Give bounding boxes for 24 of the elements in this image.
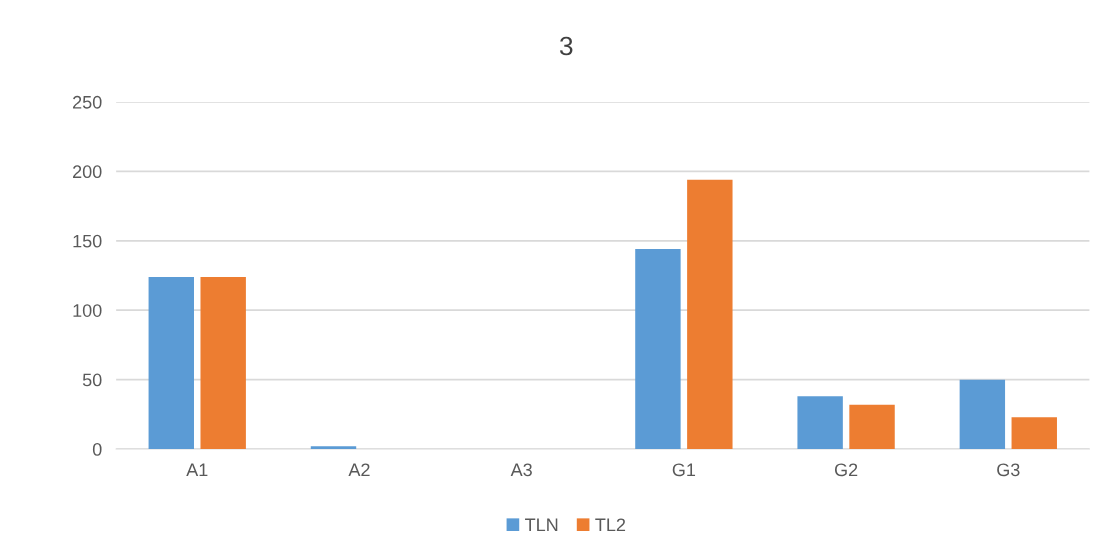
legend-label: TLN xyxy=(525,518,558,531)
bar xyxy=(849,404,895,450)
y-tick-label: 0 xyxy=(92,443,102,456)
bar xyxy=(148,276,194,450)
bar xyxy=(797,396,843,450)
bar xyxy=(310,446,357,450)
x-tick-label: A1 xyxy=(186,463,208,477)
x-tick-label: G2 xyxy=(834,463,858,477)
bar xyxy=(1011,417,1057,450)
y-tick-label: 200 xyxy=(73,165,102,179)
bar xyxy=(200,276,246,450)
bar xyxy=(687,179,733,450)
bar xyxy=(635,249,681,450)
y-tick-label: 50 xyxy=(82,373,102,387)
y-tick-label: 150 xyxy=(73,234,102,248)
y-tick-label: 250 xyxy=(73,95,102,109)
bar xyxy=(959,379,1006,450)
x-tick-label: A2 xyxy=(348,463,370,477)
x-tick-label: G3 xyxy=(997,463,1020,477)
y-tick-label: 100 xyxy=(73,304,102,317)
x-tick-label: G1 xyxy=(672,463,696,477)
legend-label: TL2 xyxy=(595,518,626,531)
chart-title: 3 xyxy=(559,36,573,56)
x-tick-label: A3 xyxy=(510,463,532,477)
